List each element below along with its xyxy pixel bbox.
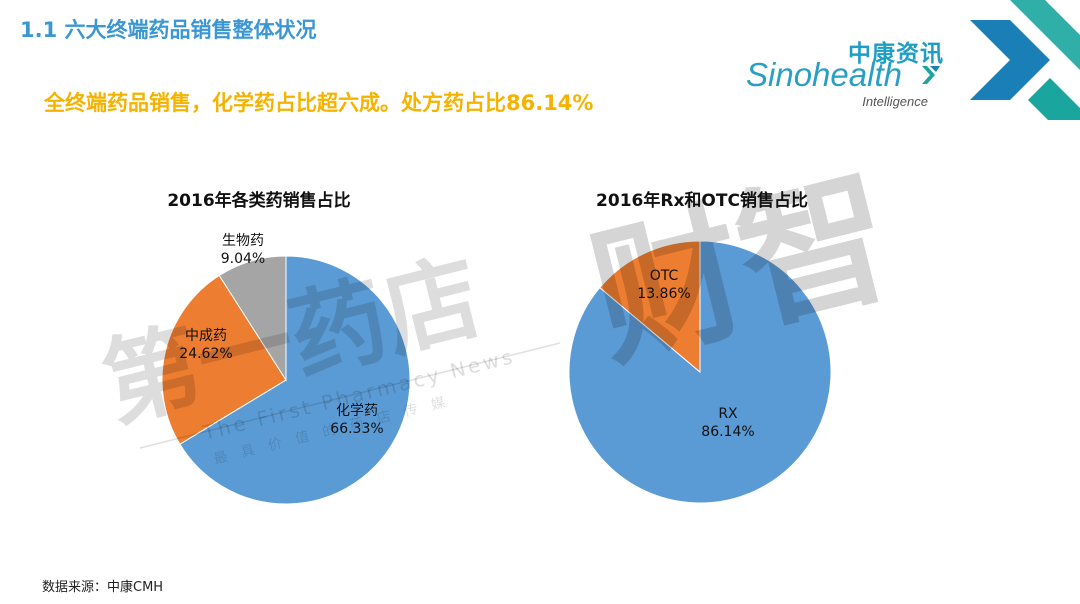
chart1-slice-2-value: 9.04% [221, 251, 265, 267]
logo-english-name: Sinohealth [746, 56, 902, 93]
chart2-slice-1-value: 13.86% [637, 286, 690, 302]
chart2-slice-1 [599, 240, 701, 374]
chart1-slice-1-name: 中成药 [185, 328, 227, 344]
chart2-title: 2016年Rx和OTC销售占比 [596, 191, 808, 211]
chart1-title: 2016年各类药销售占比 [167, 191, 351, 211]
data-source-note: 数据来源：中康CMH [42, 580, 164, 595]
page-title: 1.1 六大终端药品销售整体状况 [20, 18, 317, 42]
logo-chinese-name: 中康资讯 [848, 41, 944, 67]
sinohealth-logo: 中康资讯 Sinohealth Intelligence [746, 34, 946, 114]
chart2-slice-1-name: OTC [650, 268, 679, 284]
logo-subtitle: Intelligence [862, 94, 928, 109]
chart1-slice-1 [161, 274, 287, 445]
corner-chevron-decoration [970, 0, 1080, 120]
chart1-slice-0-value: 66.33% [330, 421, 383, 437]
chart1-slice-1-value: 24.62% [179, 346, 232, 362]
chart1-slice-0 [179, 255, 411, 505]
chart2-slice-0-value: 86.14% [701, 424, 754, 440]
chart2-slice-0-name: RX [718, 406, 738, 422]
chart1-slice-2 [218, 255, 287, 382]
page-subtitle: 全终端药品销售，化学药占比超六成。处方药占比86.14% [44, 91, 594, 115]
chart1-slice-2-name: 生物药 [222, 233, 264, 249]
logo-arrow-icon [922, 66, 940, 84]
chart1-slice-0-name: 化学药 [336, 403, 378, 419]
